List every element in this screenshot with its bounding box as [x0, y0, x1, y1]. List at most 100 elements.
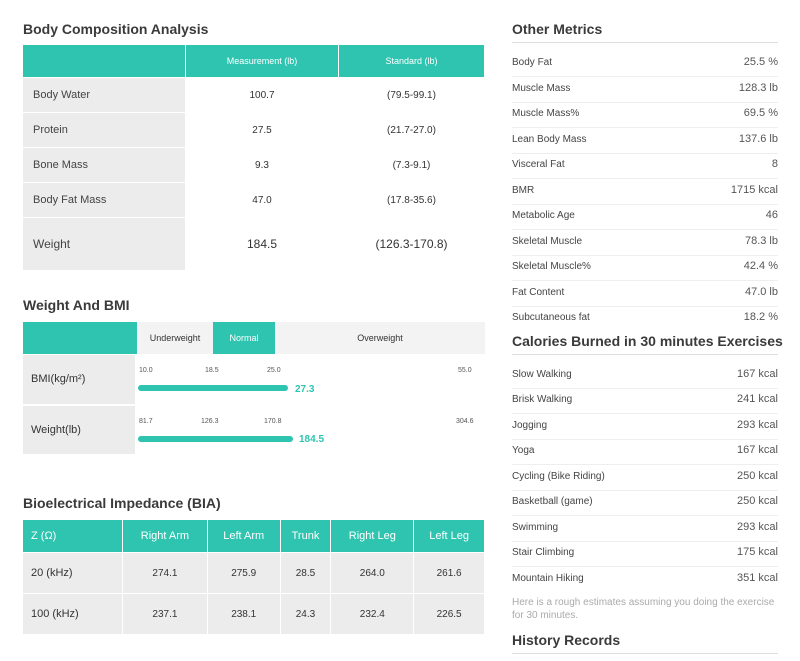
exercise-label: Stair Climbing — [512, 547, 575, 558]
bia-cell: 226.5 — [413, 593, 485, 635]
bia-cell: 232.4 — [330, 593, 415, 635]
history-records-title[interactable]: History Records — [512, 632, 621, 648]
weight-value: 184.5 — [299, 434, 325, 445]
bia-header: Left Arm — [207, 520, 281, 553]
row-measurement: 100.7 — [185, 77, 339, 113]
bmi-header-corner — [23, 322, 137, 354]
divider — [512, 354, 778, 355]
bmi-value: 27.3 — [295, 384, 315, 395]
exercise-value: 167 kcal — [737, 444, 778, 456]
exercise-label: Mountain Hiking — [512, 573, 584, 584]
list-item: Jogging 293 kcal — [512, 414, 778, 440]
divider — [512, 42, 778, 43]
header-empty — [23, 45, 186, 78]
row-standard: (79.5-99.1) — [338, 77, 485, 113]
row-standard: (7.3-9.1) — [338, 147, 485, 183]
bia-header: Right Arm — [122, 520, 208, 553]
list-item: BMR 1715 kcal — [512, 179, 778, 205]
exercise-label: Yoga — [512, 445, 535, 456]
list-item: Metabolic Age 46 — [512, 204, 778, 230]
metric-value: 18.2 % — [743, 311, 778, 323]
exercise-value: 351 kcal — [737, 572, 778, 584]
row-measurement: 27.5 — [185, 112, 339, 148]
bmi-label: BMI(kg/m²) — [23, 355, 135, 404]
row-measurement: 47.0 — [185, 182, 339, 218]
metric-value: 128.3 lb — [738, 82, 778, 94]
exercise-value: 167 kcal — [737, 368, 778, 380]
table-row: 20 (kHz) 274.1 275.9 28.5 264.0 261.6 — [23, 552, 485, 594]
bia-cell: 275.9 — [207, 552, 281, 594]
table-row: Bone Mass 9.3 (7.3-9.1) — [23, 147, 485, 183]
bia-cell: 20 (kHz) — [23, 552, 123, 594]
divider — [512, 653, 778, 654]
weight-bmi-title: Weight And BMI — [23, 297, 130, 313]
bia-header: Trunk — [280, 520, 332, 553]
metric-label: Lean Body Mass — [512, 134, 587, 145]
bia-cell: 261.6 — [413, 552, 485, 594]
bia-header: Right Leg — [330, 520, 415, 553]
metric-value: 137.6 lb — [738, 133, 778, 145]
bia-cell: 24.3 — [280, 593, 332, 635]
metric-label: Visceral Fat — [512, 159, 565, 170]
metric-label: Muscle Mass — [512, 83, 571, 94]
body-composition-table: Measurement (lb) Standard (lb) Body Wate… — [23, 45, 485, 271]
metric-value: 69.5 % — [743, 107, 778, 119]
list-item: Skeletal Muscle% 42.4 % — [512, 255, 778, 281]
table-row: Protein 27.5 (21.7-27.0) — [23, 112, 485, 148]
list-item: Skeletal Muscle 78.3 lb — [512, 230, 778, 256]
list-item: Yoga 167 kcal — [512, 439, 778, 465]
bia-cell: 237.1 — [122, 593, 208, 635]
table-row: Body Fat Mass 47.0 (17.8-35.6) — [23, 182, 485, 218]
exercise-label: Cycling (Bike Riding) — [512, 471, 605, 482]
other-metrics-title: Other Metrics — [512, 21, 603, 37]
metric-value: 25.5 % — [743, 56, 778, 68]
metric-value: 1715 kcal — [730, 184, 778, 196]
calories-note: Here is a rough estimates assuming you d… — [512, 597, 775, 621]
bia-title: Bioelectrical Impedance (BIA) — [23, 495, 221, 511]
metric-value: 46 — [765, 209, 778, 221]
list-item: Mountain Hiking 351 kcal — [512, 567, 778, 592]
list-item: Brisk Walking 241 kcal — [512, 388, 778, 414]
bia-cell: 238.1 — [207, 593, 281, 635]
list-item: Visceral Fat 8 — [512, 153, 778, 179]
bia-cell: 28.5 — [280, 552, 332, 594]
calories-title: Calories Burned in 30 minutes Exercises — [512, 333, 783, 349]
row-measurement: 9.3 — [185, 147, 339, 183]
metric-label: Skeletal Muscle% — [512, 261, 591, 272]
exercise-label: Swimming — [512, 522, 559, 533]
list-item: Slow Walking 167 kcal — [512, 363, 778, 389]
category-normal: Normal — [213, 322, 275, 354]
category-underweight: Underweight — [137, 322, 213, 354]
weight-bmi-panel: Underweight Normal Overweight BMI(kg/m²)… — [23, 322, 485, 454]
weight-bar — [138, 436, 293, 442]
weight-label: Weight(lb) — [23, 406, 135, 454]
exercise-label: Jogging — [512, 420, 548, 431]
list-item: Cycling (Bike Riding) 250 kcal — [512, 465, 778, 491]
list-item: Stair Climbing 175 kcal — [512, 541, 778, 567]
table-row: Body Water 100.7 (79.5-99.1) — [23, 77, 485, 113]
body-composition-title: Body Composition Analysis — [23, 21, 209, 37]
exercise-value: 175 kcal — [737, 546, 778, 558]
exercise-value: 250 kcal — [737, 495, 778, 507]
metric-value: 47.0 lb — [744, 286, 778, 298]
metric-label: Body Fat — [512, 57, 553, 68]
row-label: Bone Mass — [23, 147, 186, 183]
metric-label: BMR — [512, 185, 535, 196]
row-label: Weight — [23, 217, 186, 271]
header-measurement: Measurement (lb) — [185, 45, 339, 78]
bia-cell: 100 (kHz) — [23, 593, 123, 635]
table-row: Weight 184.5 (126.3-170.8) — [23, 217, 485, 271]
bmi-tick: 18.5 — [205, 367, 219, 374]
bmi-tick: 25.0 — [267, 367, 281, 374]
metric-label: Muscle Mass% — [512, 108, 580, 119]
exercise-label: Brisk Walking — [512, 394, 573, 405]
list-item: Muscle Mass% 69.5 % — [512, 102, 778, 128]
metric-value: 8 — [771, 158, 778, 170]
list-item: Subcutaneous fat 18.2 % — [512, 306, 778, 331]
row-standard: (17.8-35.6) — [338, 182, 485, 218]
bia-header: Z (Ω) — [23, 520, 123, 553]
metric-value: 42.4 % — [743, 260, 778, 272]
list-item: Fat Content 47.0 lb — [512, 281, 778, 307]
row-standard: (21.7-27.0) — [338, 112, 485, 148]
exercise-value: 241 kcal — [737, 393, 778, 405]
